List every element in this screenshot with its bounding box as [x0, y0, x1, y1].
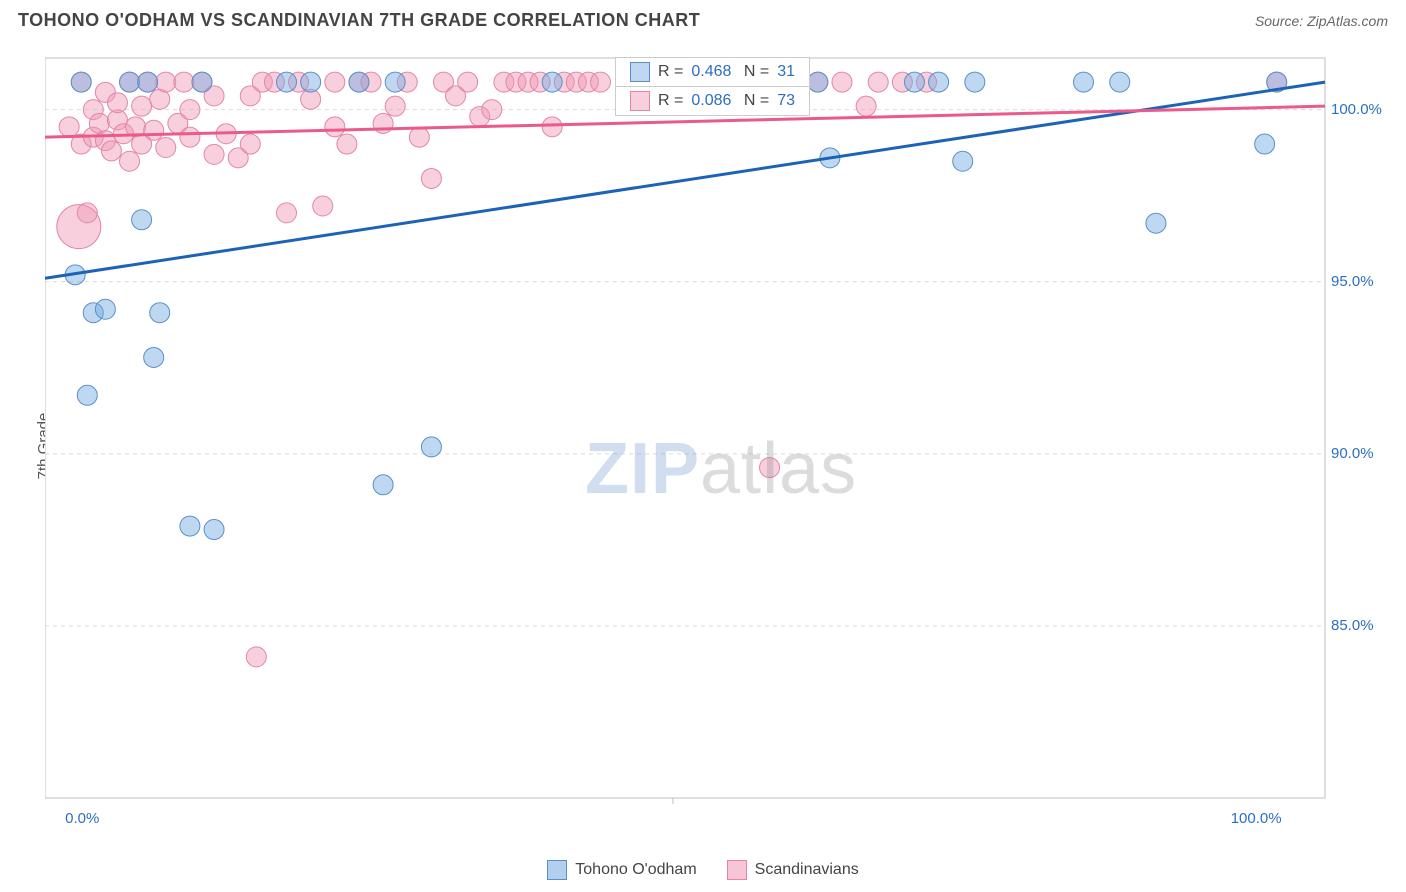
- chart-area: ZIPatlas R = 0.468 N = 31 R = 0.086 N = …: [45, 48, 1385, 838]
- chart-header: TOHONO O'ODHAM VS SCANDINAVIAN 7TH GRADE…: [0, 0, 1406, 39]
- stats-n-label-1: N =: [739, 63, 769, 81]
- chart-title: TOHONO O'ODHAM VS SCANDINAVIAN 7TH GRADE…: [18, 10, 700, 31]
- y-tick-label: 100.0%: [1331, 101, 1382, 118]
- stats-n-label-2: N =: [739, 92, 769, 110]
- footer-swatch-1: [547, 860, 567, 880]
- footer-label-1: Tohono O'odham: [575, 861, 696, 879]
- stats-r-label-2: R =: [658, 92, 683, 110]
- stats-r-value-2: 0.086: [691, 92, 731, 110]
- footer-swatch-2: [727, 860, 747, 880]
- stats-legend: R = 0.468 N = 31 R = 0.086 N = 73: [615, 57, 810, 116]
- y-tick-label: 85.0%: [1331, 617, 1374, 634]
- stats-n-value-1: 31: [777, 63, 795, 81]
- footer-label-2: Scandinavians: [755, 861, 859, 879]
- footer-legend: Tohono O'odham Scandinavians: [0, 860, 1406, 880]
- stats-r-value-1: 0.468: [691, 63, 731, 81]
- stats-n-value-2: 73: [777, 92, 795, 110]
- x-tick-label: 100.0%: [1231, 810, 1282, 827]
- y-tick-label: 95.0%: [1331, 273, 1374, 290]
- footer-item-2: Scandinavians: [727, 860, 859, 880]
- swatch-series-1: [630, 62, 650, 82]
- stats-row-series-2: R = 0.086 N = 73: [616, 87, 809, 115]
- scatter-plot-svg: [45, 48, 1385, 838]
- stats-r-label-1: R =: [658, 63, 683, 81]
- footer-item-1: Tohono O'odham: [547, 860, 696, 880]
- x-tick-label: 0.0%: [65, 810, 99, 827]
- chart-source: Source: ZipAtlas.com: [1255, 13, 1388, 29]
- swatch-series-2: [630, 91, 650, 111]
- stats-row-series-1: R = 0.468 N = 31: [616, 58, 809, 87]
- y-tick-label: 90.0%: [1331, 445, 1374, 462]
